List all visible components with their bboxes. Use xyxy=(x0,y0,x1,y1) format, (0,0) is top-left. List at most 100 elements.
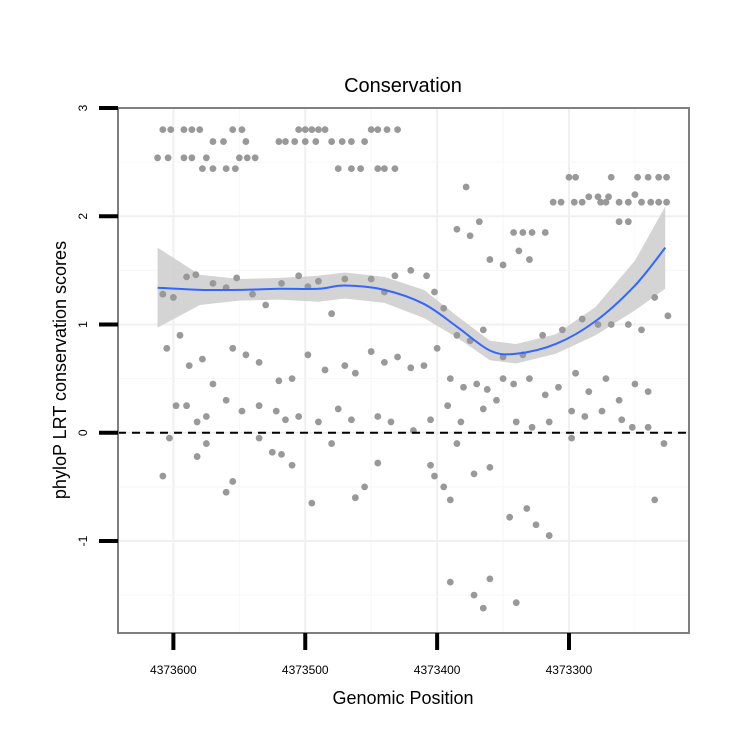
data-point xyxy=(634,173,641,181)
data-point xyxy=(479,326,487,334)
data-point xyxy=(545,532,553,539)
data-point xyxy=(431,472,438,480)
data-point xyxy=(193,453,201,460)
data-point xyxy=(291,138,299,145)
data-point xyxy=(523,505,531,512)
data-point xyxy=(644,388,652,396)
data-point xyxy=(655,198,663,206)
data-point xyxy=(374,126,382,134)
data-point xyxy=(308,126,316,134)
data-point xyxy=(594,193,602,201)
data-point xyxy=(651,294,659,301)
data-point xyxy=(229,126,237,134)
data-point xyxy=(624,321,632,328)
data-point xyxy=(183,402,190,410)
data-point xyxy=(568,434,576,442)
data-point xyxy=(192,271,200,279)
data-point xyxy=(526,375,533,383)
data-point xyxy=(557,198,565,206)
data-point xyxy=(433,344,441,352)
data-point xyxy=(615,218,623,226)
data-point xyxy=(312,138,320,145)
data-point xyxy=(473,380,481,388)
x-tick-label: 4373600 xyxy=(150,663,197,677)
data-point xyxy=(301,126,309,134)
data-point xyxy=(528,229,536,236)
data-point xyxy=(585,388,593,396)
data-point xyxy=(545,418,553,426)
data-point xyxy=(499,261,507,269)
data-point xyxy=(486,575,494,583)
data-point xyxy=(380,165,388,173)
data-point xyxy=(198,355,206,363)
data-point xyxy=(288,375,296,383)
data-point xyxy=(262,301,270,309)
data-point xyxy=(660,440,668,447)
data-point xyxy=(526,256,533,263)
data-point xyxy=(427,461,434,469)
data-point xyxy=(631,380,639,388)
data-point xyxy=(644,173,652,181)
x-tick-label: 4373500 xyxy=(282,663,329,677)
data-point xyxy=(235,154,243,162)
data-point xyxy=(651,496,659,504)
data-point xyxy=(578,315,586,323)
data-point xyxy=(605,193,612,201)
data-point xyxy=(202,154,210,162)
data-point xyxy=(341,275,349,283)
data-point xyxy=(512,418,520,426)
data-point xyxy=(278,450,285,458)
data-point xyxy=(278,279,285,287)
data-point xyxy=(664,312,672,320)
data-point xyxy=(251,154,259,162)
data-point xyxy=(315,126,322,134)
data-point xyxy=(367,126,375,134)
data-point xyxy=(361,138,368,145)
data-point xyxy=(479,405,487,413)
data-point xyxy=(295,413,303,420)
data-point xyxy=(444,402,452,410)
data-point xyxy=(351,369,359,377)
plot-panel xyxy=(117,107,690,634)
data-point xyxy=(624,218,632,226)
data-point xyxy=(568,407,576,415)
data-point xyxy=(647,198,655,206)
data-point xyxy=(348,138,355,145)
data-point xyxy=(334,165,342,173)
data-point xyxy=(282,138,289,145)
data-point xyxy=(328,138,336,145)
data-point xyxy=(479,604,487,612)
data-point xyxy=(255,434,263,442)
data-point xyxy=(615,396,623,404)
data-point xyxy=(446,375,454,383)
data-point xyxy=(164,154,172,162)
data-point xyxy=(272,407,280,415)
data-point xyxy=(282,416,289,424)
data-point xyxy=(607,173,615,181)
data-point xyxy=(598,407,606,415)
data-point xyxy=(295,272,303,280)
data-point xyxy=(348,165,355,173)
data-point xyxy=(628,423,636,431)
data-point xyxy=(602,375,610,383)
data-point xyxy=(581,413,589,420)
data-point xyxy=(446,578,454,586)
data-point xyxy=(555,383,562,391)
data-point xyxy=(367,275,375,283)
data-point xyxy=(453,331,461,339)
y-tick-label: 3 xyxy=(76,104,90,111)
data-point xyxy=(374,165,382,173)
data-point xyxy=(515,247,523,255)
y-tick-label: 1 xyxy=(76,321,90,328)
data-point xyxy=(288,461,296,469)
data-point xyxy=(407,364,415,372)
data-point xyxy=(275,138,283,145)
y-axis-label: phyloP LRT conservation scores xyxy=(50,241,70,499)
data-point xyxy=(539,331,547,339)
data-point xyxy=(549,198,557,206)
data-point xyxy=(188,126,196,134)
data-point xyxy=(462,183,470,191)
data-point xyxy=(209,279,217,287)
data-point xyxy=(159,472,167,480)
data-point xyxy=(202,440,210,447)
